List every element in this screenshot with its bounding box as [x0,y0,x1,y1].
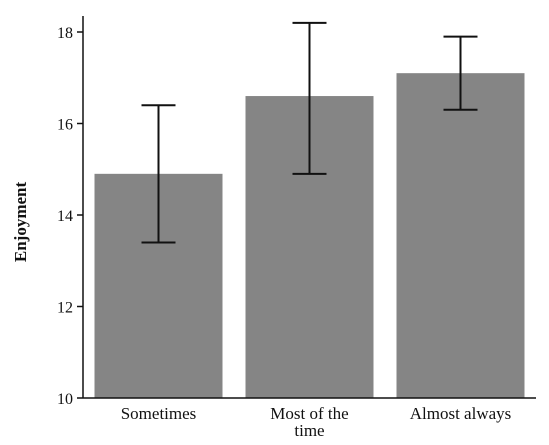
x-category-label: time [294,421,324,440]
y-tick-label: 16 [57,117,73,134]
y-tick-label: 10 [57,391,73,408]
x-category-label: Sometimes [121,404,197,423]
y-axis-title: Enjoyment [11,182,30,263]
bar [396,73,525,399]
x-category-label: Most of the [270,404,348,423]
x-category-label: Almost always [410,404,512,423]
y-tick-label: 14 [57,208,73,225]
y-tick-label: 18 [57,25,73,42]
y-tick-label: 12 [57,300,73,317]
